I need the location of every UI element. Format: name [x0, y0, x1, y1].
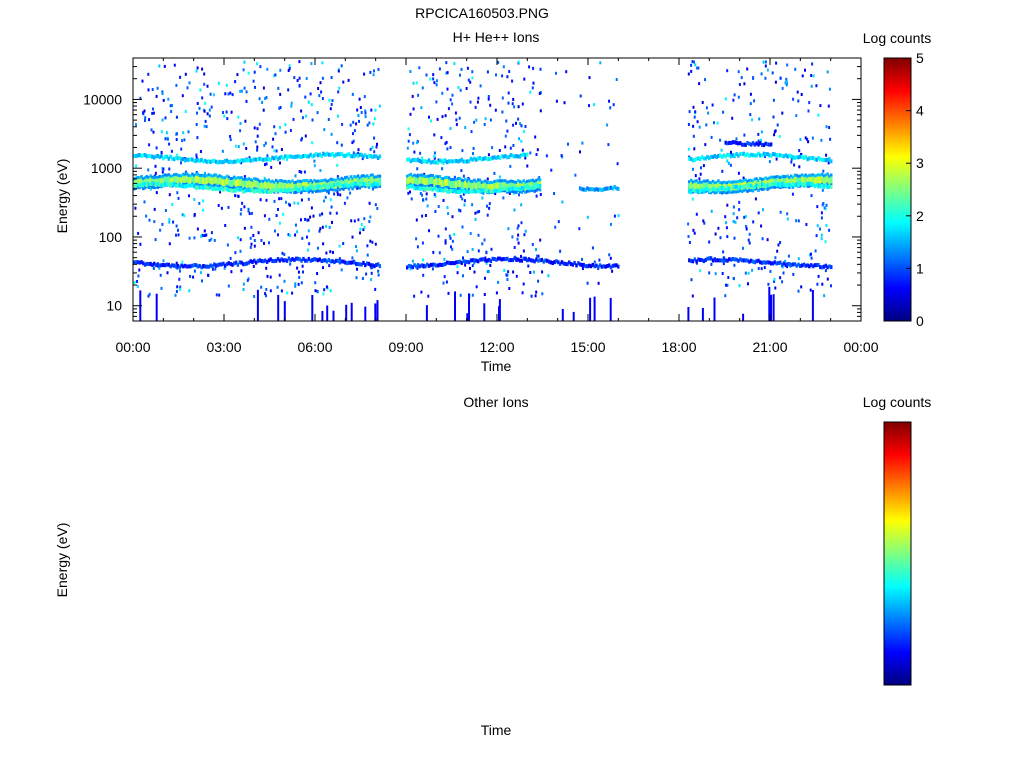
y-axis-label: Energy (eV) — [54, 159, 70, 234]
colorbar: Log counts 0 1 2 3 4 5 — [863, 30, 932, 329]
x-tick-label: 00:00 — [843, 339, 878, 355]
energy-band — [578, 185, 620, 193]
y-tick-label: 1000 — [91, 160, 122, 176]
colorbar-label: Log counts — [863, 394, 932, 410]
x-tick-label: 06:00 — [297, 339, 332, 355]
x-tick-label: 03:00 — [206, 339, 241, 355]
colorbar-tick-label: 4 — [916, 103, 924, 119]
energy-band — [724, 140, 773, 148]
x-tick-label: 18:00 — [661, 339, 696, 355]
x-tick-label: 15:00 — [570, 339, 605, 355]
x-axis-label: Time — [481, 722, 512, 738]
colorbar-tick-label: 0 — [916, 313, 924, 329]
x-tick-label: 09:00 — [388, 339, 423, 355]
spectrogram-plot-area — [132, 57, 862, 322]
energy-band — [133, 151, 833, 165]
colorbar-tick-label: 5 — [916, 50, 924, 66]
colorbar-gradient — [883, 57, 912, 322]
y-tick-label: 10 — [106, 298, 122, 314]
panel-other-ions: Other Ions Energy (eV) Time Log counts — [54, 394, 931, 738]
x-axis: 00:00 03:00 06:00 09:00 12:00 15:00 18:00 21:00… — [115, 58, 879, 355]
panel-title: H+ He++ Ions — [453, 29, 540, 45]
x-tick-label: 12:00 — [479, 339, 514, 355]
energy-band — [133, 181, 833, 195]
x-tick-label: 21:00 — [752, 339, 787, 355]
colorbar-label: Log counts — [863, 30, 932, 46]
colorbar-gradient — [883, 421, 912, 686]
y-tick-label: 10000 — [83, 91, 122, 107]
y-axis: 10 100 1000 10000 — [83, 57, 861, 322]
x-tick-label: 00:00 — [115, 339, 150, 355]
panel-title: Other Ions — [463, 394, 528, 410]
figure-title: RPCICA160503.PNG — [415, 5, 549, 21]
x-axis-label: Time — [481, 358, 512, 374]
colorbar-tick-label: 1 — [916, 260, 924, 276]
colorbar: Log counts — [863, 394, 932, 686]
panel-h-he-ions: H+ He++ Ions Energy (eV) 00:00 03:00 06:00… — [54, 29, 931, 374]
colorbar-tick-label: 3 — [916, 155, 924, 171]
y-axis-label: Energy (eV) — [54, 523, 70, 598]
colorbar-tick-label: 2 — [916, 208, 924, 224]
y-tick-label: 100 — [99, 229, 123, 245]
energy-band — [133, 256, 833, 270]
